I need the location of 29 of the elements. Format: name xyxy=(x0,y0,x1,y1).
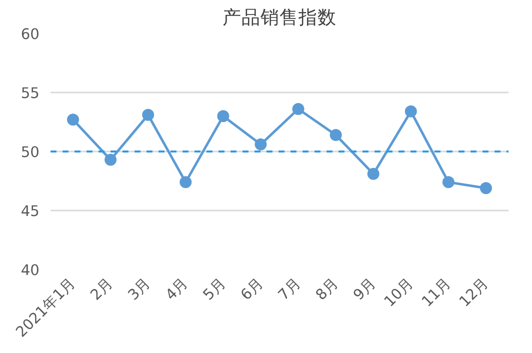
point xyxy=(442,176,454,188)
x-tick-label: 11月 xyxy=(418,274,454,310)
point xyxy=(480,182,492,194)
y-tick-label: 55 xyxy=(20,85,40,102)
x-tick-label: 12月 xyxy=(456,274,492,310)
point xyxy=(254,138,267,150)
point xyxy=(180,176,192,188)
x-tick-label: 7月 xyxy=(275,274,304,304)
point xyxy=(404,105,417,118)
x-tick-label: 3月 xyxy=(124,274,154,304)
y-tick-label: 60 xyxy=(20,26,40,43)
point xyxy=(67,114,80,126)
x-tick-label: 2月 xyxy=(87,274,117,304)
x-tick-label: 9月 xyxy=(350,274,380,304)
x-tick-label: 5月 xyxy=(200,274,230,304)
y-tick-label: 40 xyxy=(20,262,40,279)
point xyxy=(292,103,304,116)
x-tick-label: 4月 xyxy=(162,274,192,304)
point xyxy=(367,168,380,180)
point xyxy=(142,108,154,121)
point xyxy=(330,128,342,141)
chart-title: 产品销售指数 xyxy=(222,8,336,28)
x-tick-label: 8月 xyxy=(312,274,342,304)
point xyxy=(104,154,117,166)
y-tick-label: 45 xyxy=(20,203,40,220)
x-tick-label: 6月 xyxy=(238,274,267,304)
point xyxy=(217,110,230,122)
y-tick-label: 50 xyxy=(20,144,40,161)
x-tick-label: 10月 xyxy=(381,274,417,310)
